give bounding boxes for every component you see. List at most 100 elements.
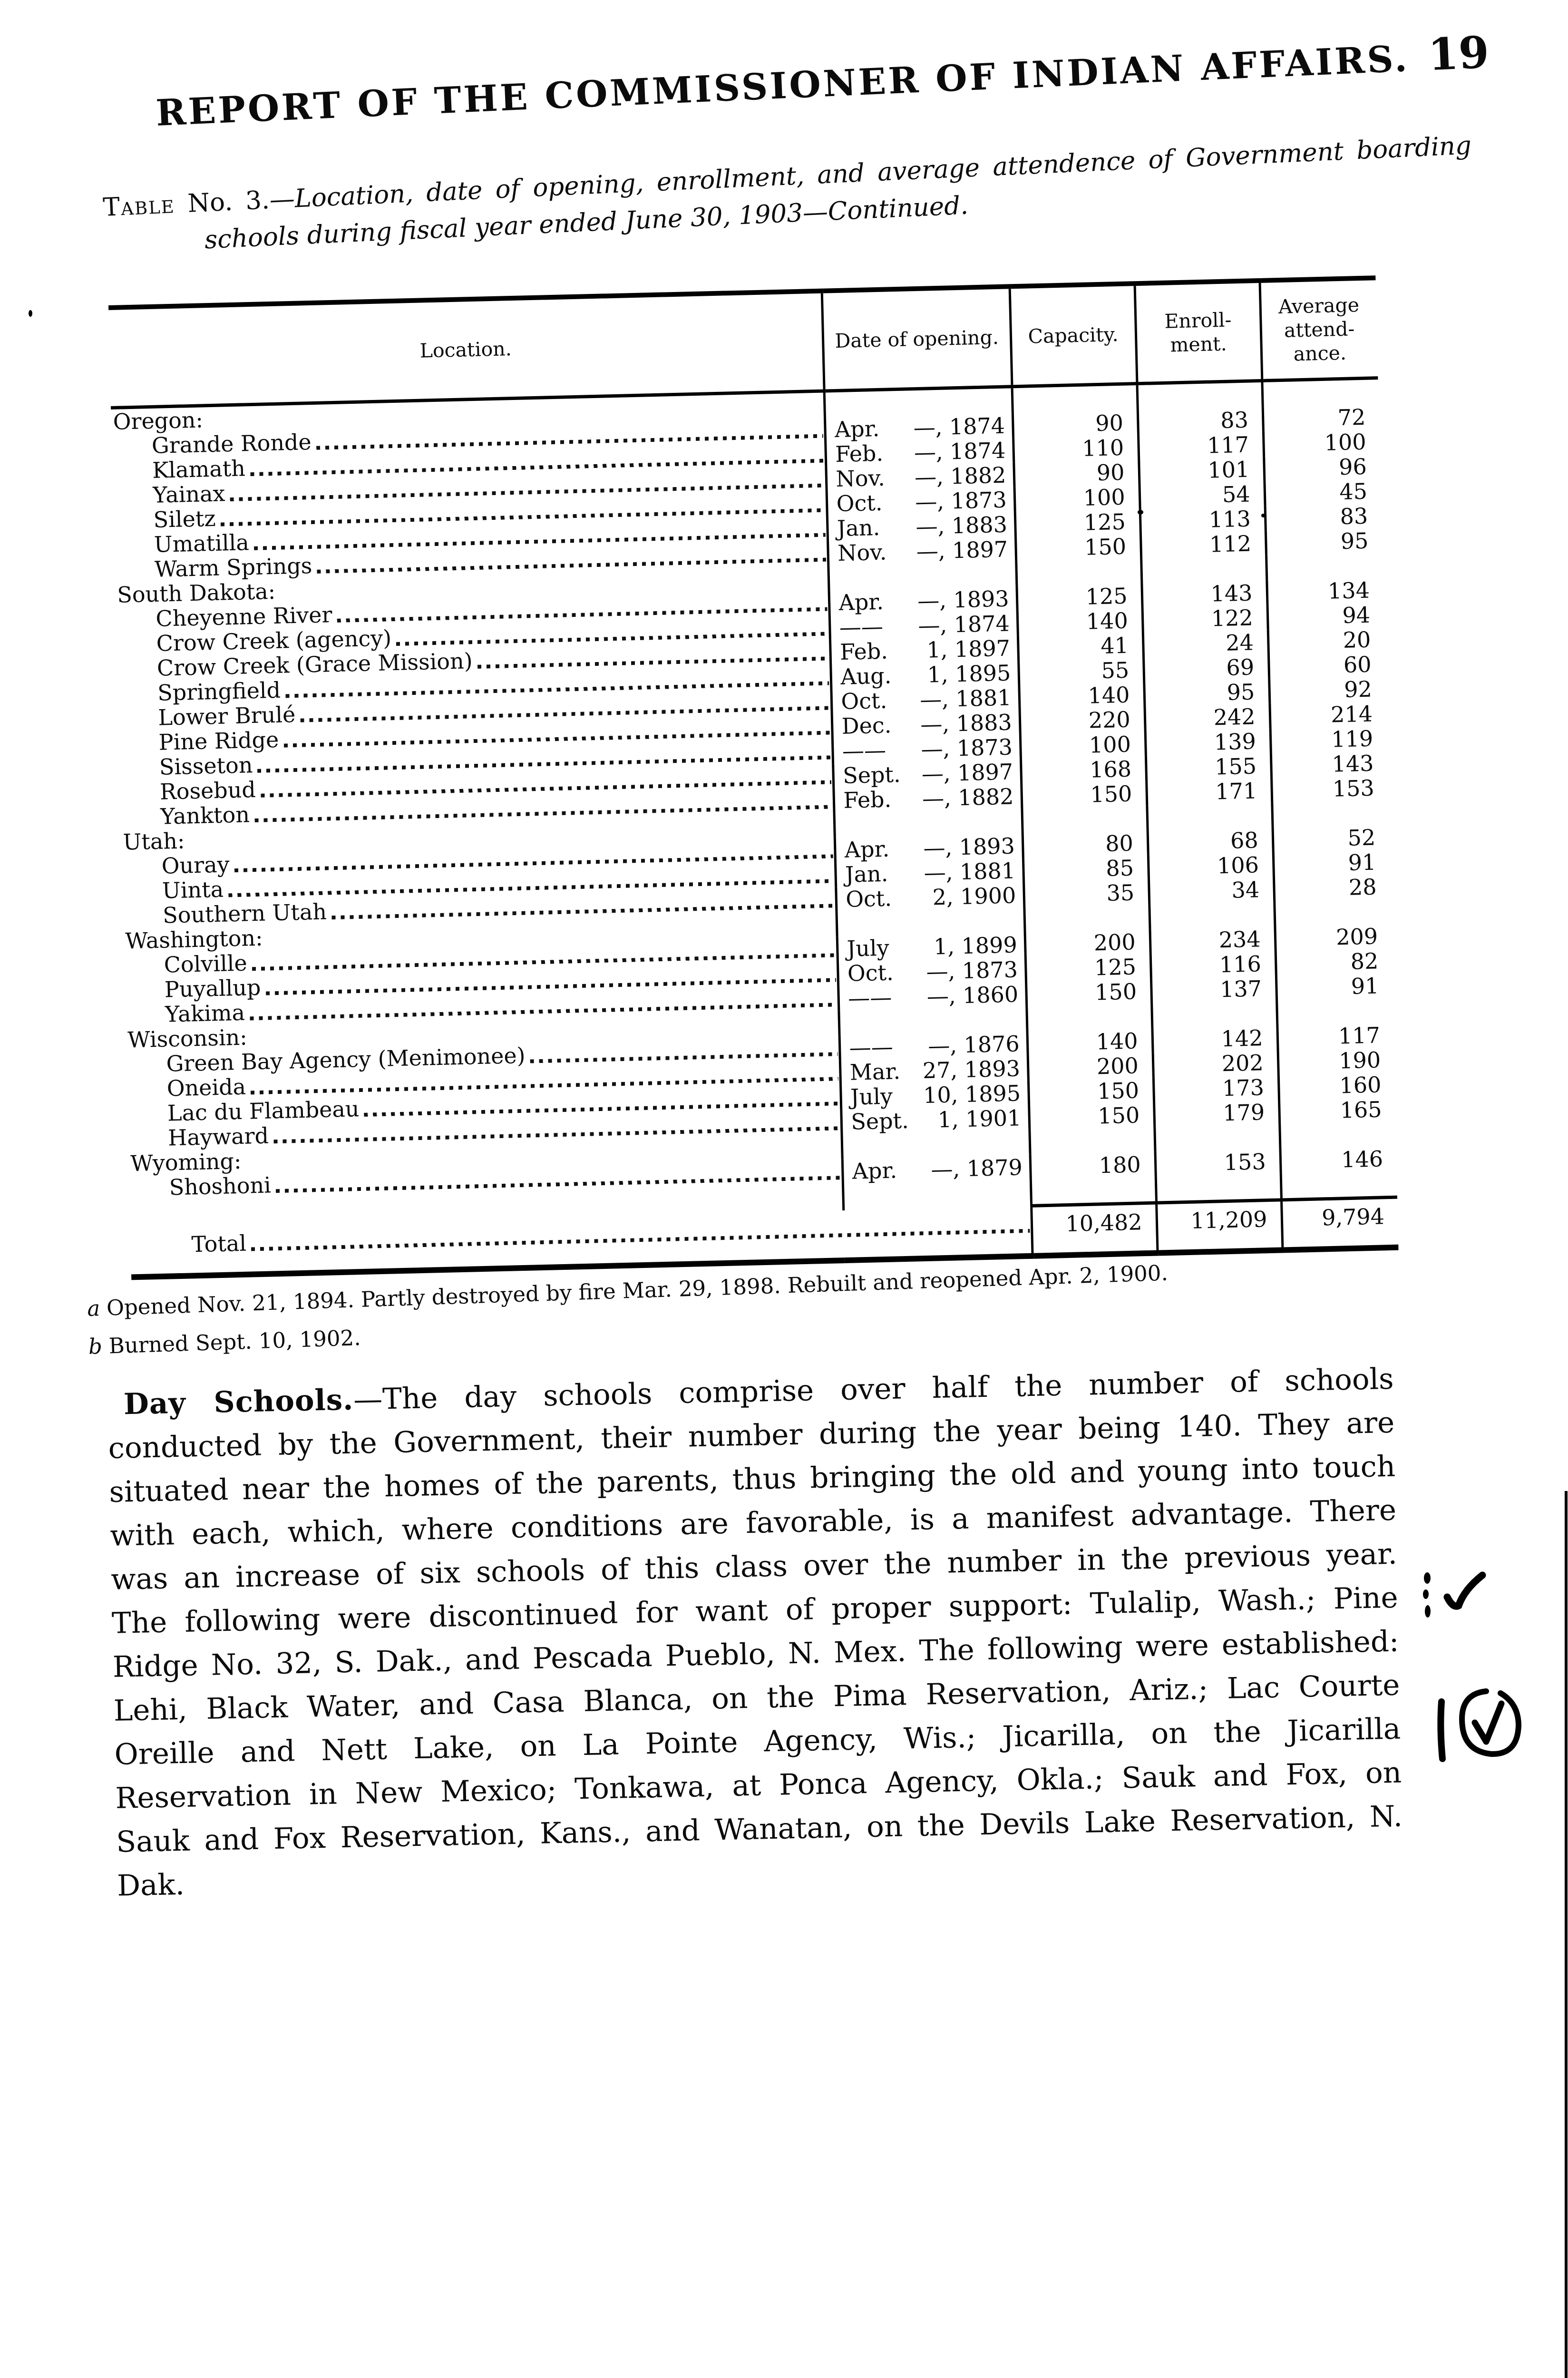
capacity-value: 200 [1024,929,1150,957]
attendance-value: 190 [1277,1047,1394,1075]
enrollment-value: 112 [1140,531,1266,558]
paragraph-body: —The day schools comprise over half the … [108,1362,1403,1903]
school-name: Hayward [167,1122,269,1151]
date-day-year: —, 1893 [917,585,1010,614]
paragraph-lead: Day Schools. [123,1383,354,1422]
capacity-value: 200 [1027,1053,1153,1081]
column-header: Average attend- ance. [1259,278,1378,381]
enrollment-value: 106 [1148,852,1274,880]
date-day-year: 1, 1901 [937,1105,1022,1133]
date-day-year: —, 1893 [923,833,1015,861]
date-day-year: —, 1881 [924,858,1016,886]
attendance-value: 92 [1269,676,1386,704]
total-enrollment: 11,209 [1156,1199,1283,1253]
capacity-value: 80 [1022,830,1148,858]
capacity-value: 220 [1019,707,1145,735]
attendance-value: 100 [1263,429,1380,457]
date-of-opening: Feb. —, 1882 [833,783,1022,813]
dot-leader [251,1228,1030,1251]
capacity-value: 125 [1014,509,1140,537]
column-header: Date of opening. [821,286,1012,391]
school-name: Umatilla [154,529,250,557]
school-name: Pine Ridge [158,726,279,755]
date-month: Oct. [840,687,887,714]
date-month: Aug. [840,663,892,690]
attendance-value: 153 [1271,775,1388,803]
capacity-value: 35 [1023,880,1149,907]
attendance-value: 209 [1275,923,1392,951]
table-caption: Table No. 3.—Location, date of opening, … [102,127,1474,263]
attendance-value: 72 [1262,404,1379,432]
page-number: 19 [1427,26,1490,81]
capacity-value: 150 [1021,781,1147,809]
caption-table-number: No. 3. [187,185,271,218]
capacity-value: 100 [1014,484,1140,512]
school-name: Uinta [162,876,224,904]
capacity-value: 150 [1029,1102,1155,1130]
scan-edge-right [1565,1491,1568,2378]
caption-table-word: Table [102,190,175,222]
date-month: Sept. [850,1107,909,1135]
attendance-value: 96 [1264,454,1381,481]
date-of-opening: Sept. 1, 1901 [841,1105,1030,1135]
school-name: Puyallup [164,974,262,1003]
column-header: Location. [108,291,824,408]
date-month: —— [842,737,886,764]
table-body: Oregon: Grande Ronde Apr. —, 1874 90 83 72 Klam… [111,378,1399,1277]
attendance-value: 82 [1275,948,1392,976]
ink-speck [1261,514,1265,517]
school-name: Yakima [165,999,245,1027]
attendance-value: 146 [1280,1146,1397,1174]
date-day-year: —, 1897 [921,759,1013,787]
enrollment-value: 173 [1153,1074,1279,1102]
capacity-value: 168 [1021,756,1147,784]
date-month: Mar. [849,1058,901,1085]
state-name: Wisconsin: [127,1024,248,1053]
total-label: Total [191,1230,247,1257]
date-month: July [850,1083,893,1110]
enrollment-value: 34 [1149,877,1275,905]
attendance-value: 95 [1265,528,1382,556]
date-day-year: —, 1882 [922,783,1014,811]
state-name: Washington: [125,925,263,954]
capacity-value: 180 [1030,1151,1156,1179]
capacity-value: 140 [1019,682,1145,710]
enrollment-value: 68 [1147,827,1273,855]
school-name: Colville [164,950,248,978]
enrollment-value: 122 [1142,604,1268,633]
date-month: Jan. [837,514,880,542]
date-month: July [847,935,890,962]
enrollment-value: 54 [1139,481,1265,509]
school-name: Sisseton [159,752,253,780]
school-name: Yainax [152,480,225,508]
date-day-year: 27, 1893 [922,1055,1021,1084]
footnote-marker: a [87,1296,101,1321]
school-name: Grande Ronde [151,429,312,458]
date-day-year: —, 1873 [926,956,1018,984]
date-month: Oct. [836,489,883,517]
date-day-year: —, 1879 [930,1154,1023,1182]
capacity-value: 150 [1015,534,1141,562]
school-name: Oneida [166,1073,246,1101]
enrollment-value: 143 [1141,580,1267,608]
attendance-value: 117 [1277,1022,1394,1050]
running-head: REPORT OF THE COMMISSIONER OF INDIAN AFF… [155,27,1490,136]
state-name: Oregon: [113,407,204,435]
attendance-value: 94 [1267,602,1384,630]
enrollment-value: 116 [1150,951,1276,979]
date-month: Apr. [838,588,884,615]
attendance-value: 91 [1273,849,1390,877]
enrollment-value: 142 [1152,1025,1278,1053]
capacity-value: 140 [1017,608,1143,636]
handwritten-checkmark-icon [1423,1571,1486,1618]
column-header: Enroll- ment. [1134,280,1262,384]
capacity-value: 150 [1026,978,1152,1006]
date-month: Dec. [841,712,892,739]
school-name: Klamath [152,455,246,483]
enrollment-value: 24 [1142,629,1268,657]
attendance-value: 165 [1279,1096,1396,1124]
enrollment-value: 117 [1138,432,1264,460]
enrollment-value: 171 [1146,778,1272,806]
school-name: Lac du Flambeau [167,1096,360,1126]
date-month: Feb. [839,638,888,665]
